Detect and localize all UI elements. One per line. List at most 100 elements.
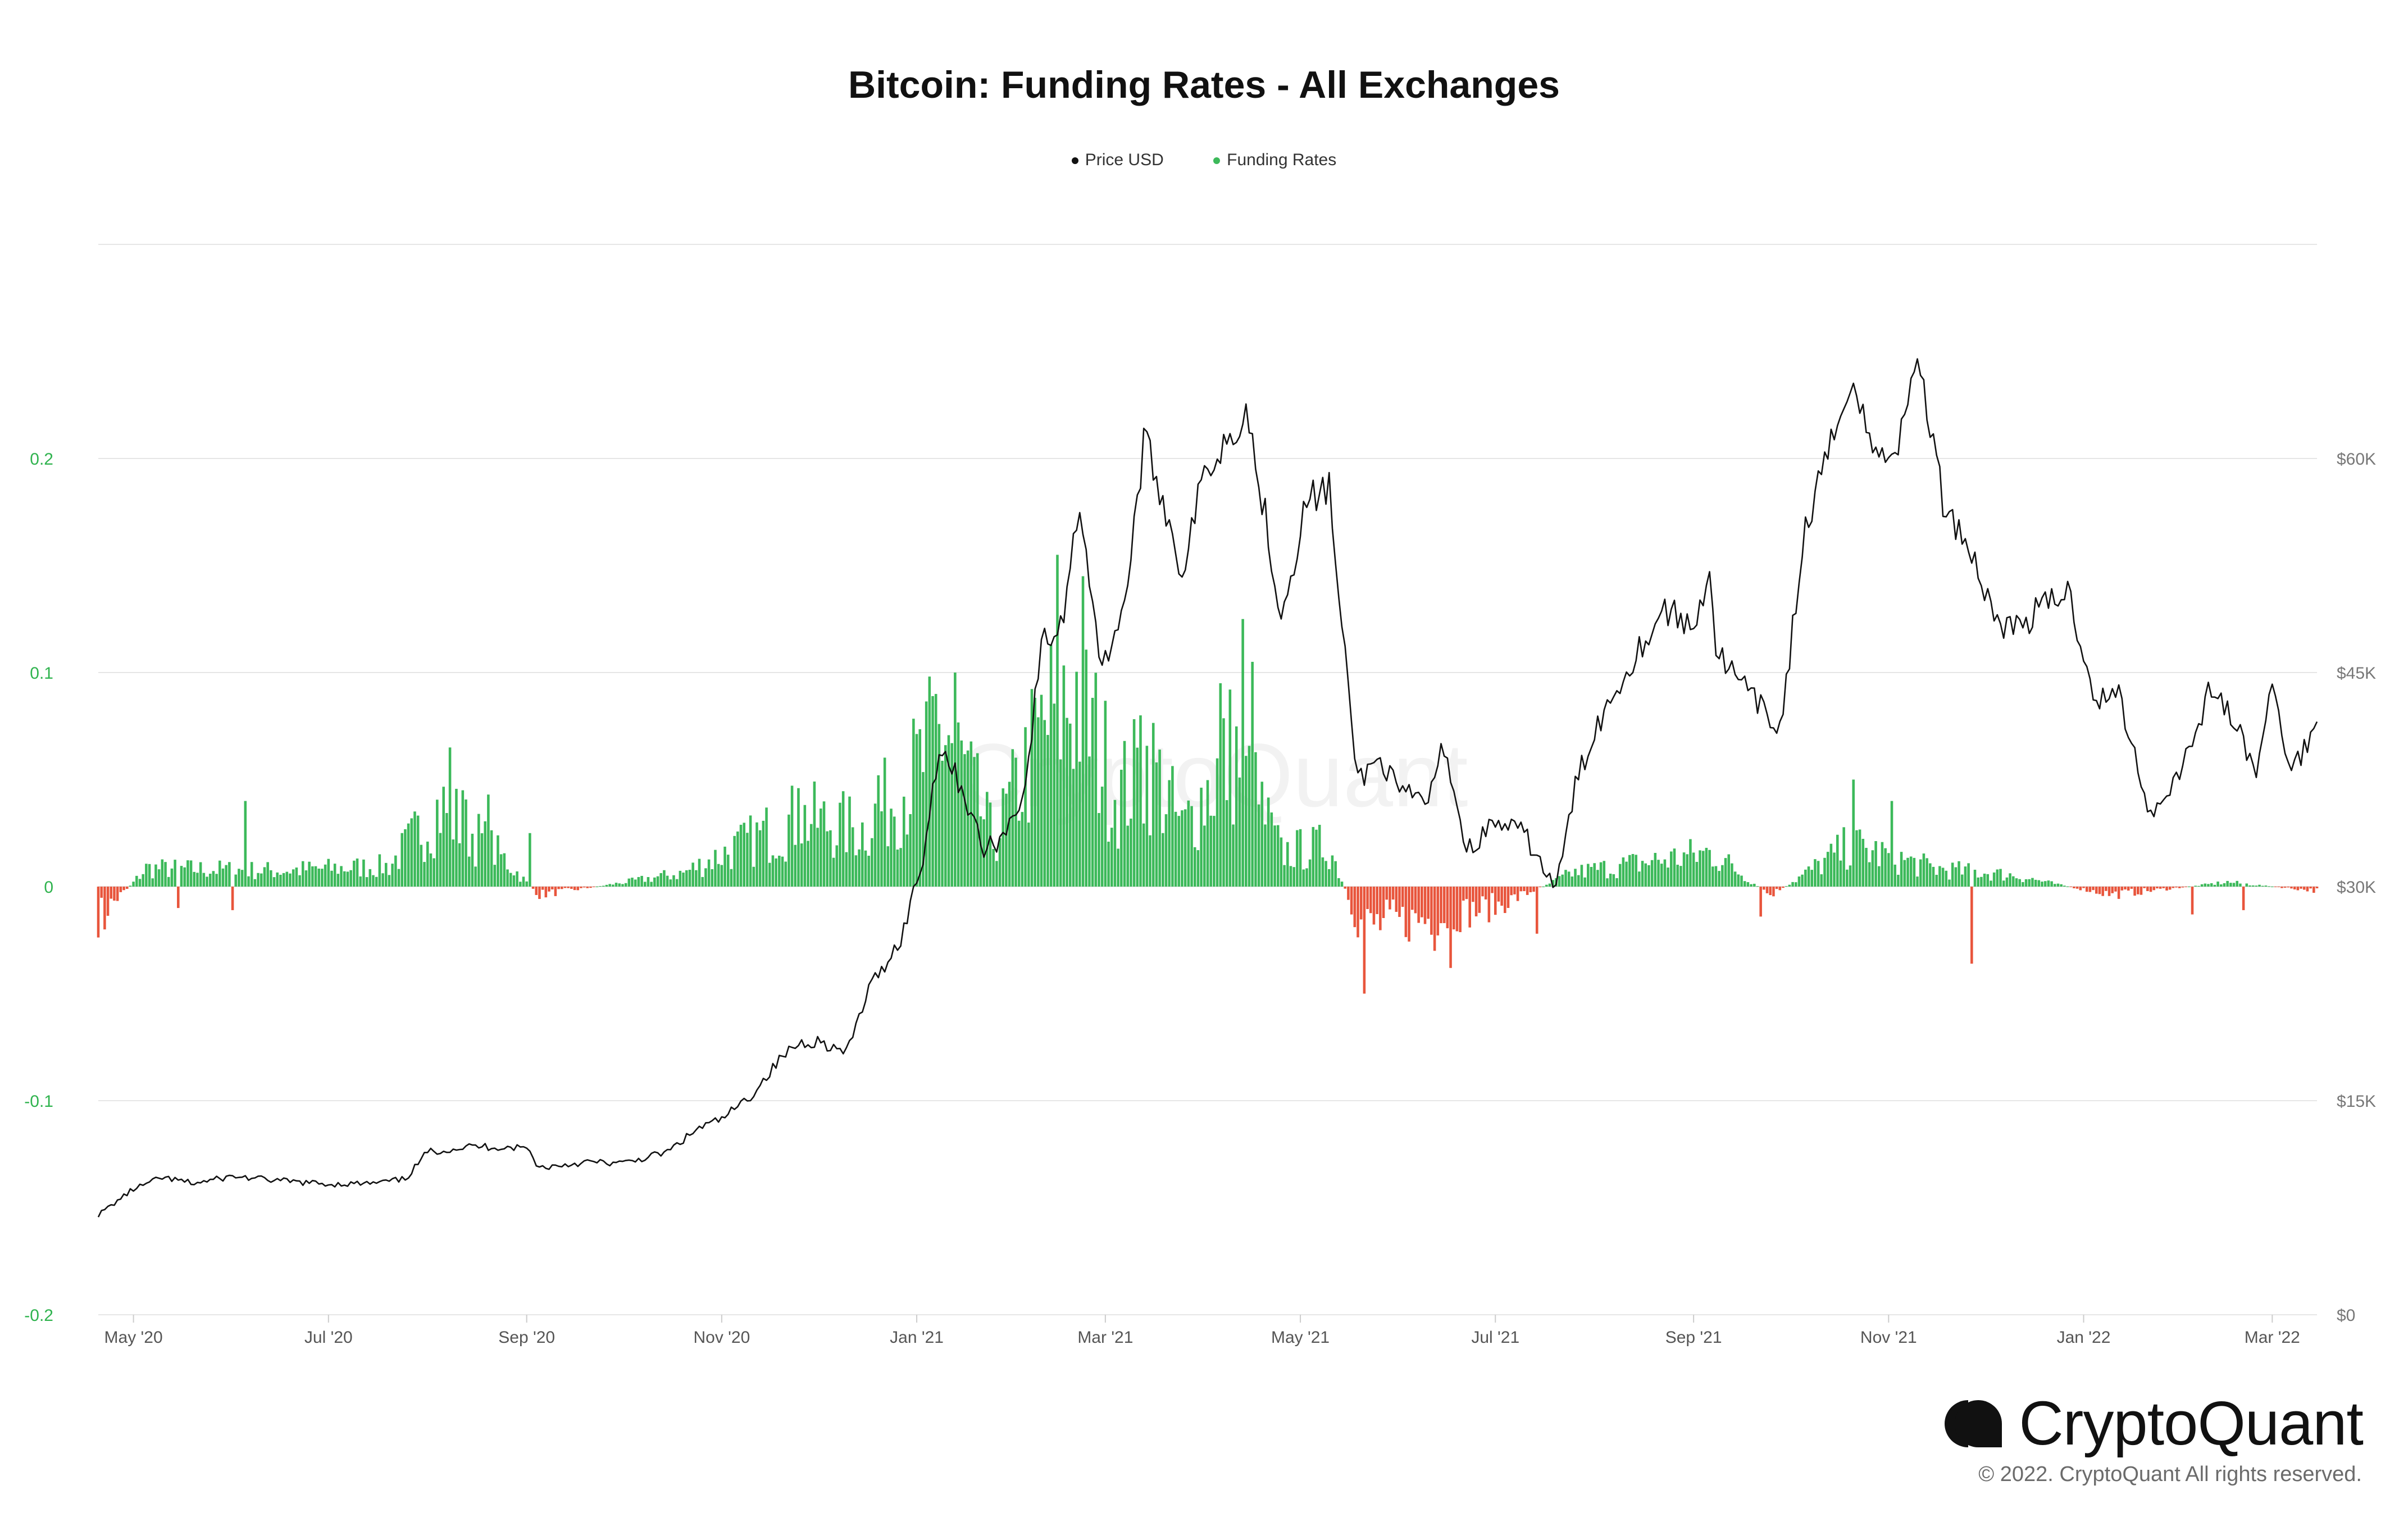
funding-rate-bar [883,757,886,887]
funding-rate-bar [2315,887,2319,889]
funding-rate-bar [1724,858,1727,887]
funding-rate-bar [247,876,250,887]
funding-rate-bar [1449,887,1452,968]
left-axis: 0.2 0.1 0 -0.1 -0.2 [24,450,53,1325]
funding-rate-bar [2114,887,2117,892]
funding-rate-bar [1529,887,1532,893]
funding-rate-bar [561,887,563,889]
funding-rate-bar [1484,887,1487,900]
funding-rate-bar [1347,887,1350,900]
funding-rate-bar [1037,717,1040,887]
funding-rate-bar [282,873,285,887]
funding-rate-bar [416,815,420,887]
funding-rate-bar [1280,837,1283,887]
funding-rate-bar [174,860,176,887]
funding-rate-bar [1193,847,1196,887]
funding-rate-bar [1868,862,1871,887]
legend-item-funding[interactable]: Funding Rates [1213,151,1336,170]
chart-title: Bitcoin: Funding Rates - All Exchanges [848,63,1560,106]
funding-rate-bar [1494,887,1497,915]
funding-rate-bar [605,884,608,887]
funding-rate-bar [1945,870,1948,887]
funding-rate-bar [1631,853,1635,887]
funding-rate-bar [1893,864,1896,887]
funding-rate-bar [1436,887,1440,935]
funding-rate-bar [1714,866,1718,887]
funding-rate-bar [877,775,880,887]
funding-rate-bar [982,819,985,887]
funding-rate-bar [512,875,516,887]
funding-rate-bar [1951,862,1954,887]
funding-rate-bar [2172,887,2175,888]
legend-dot-funding [1213,157,1221,165]
funding-rate-bar [529,833,531,887]
funding-rate-bar [244,801,247,887]
funding-rate-bar [1750,884,1752,887]
x-axis-tick-label: Nov '20 [693,1328,750,1347]
funding-rate-bar [1833,852,1836,887]
funding-rate-bar [979,816,982,887]
funding-rate-bar [2290,887,2293,889]
funding-rate-bar [1919,859,1922,887]
legend-item-price[interactable]: Price USD [1071,151,1164,170]
funding-rate-bar [2207,884,2210,887]
funding-rate-bar [180,866,183,887]
funding-rate-bar [1785,886,1788,887]
funding-rate-bar [580,887,582,888]
funding-rate-bar [1797,876,1801,887]
funding-rate-bar [1667,867,1669,887]
funding-rate-bar [100,887,103,898]
funding-rate-bar [2073,887,2075,888]
funding-rate-bar [1056,555,1059,887]
funding-rate-bar [317,868,320,887]
funding-rate-bar [1874,841,1877,887]
funding-rate-bar [1599,862,1603,887]
funding-rate-bar [2047,880,2050,887]
funding-rate-bar [340,866,343,887]
left-axis-tick-label: 0.2 [30,450,53,469]
funding-rate-bar [944,745,947,887]
funding-rate-bar [1216,758,1219,887]
funding-rate-bar [1404,887,1408,937]
funding-rate-bar [2127,887,2130,891]
funding-rate-bar [1098,813,1100,887]
funding-rate-bar [2283,887,2287,888]
funding-rate-bar [1877,866,1881,887]
funding-rate-bar [1692,852,1695,887]
funding-rate-bar [1043,720,1046,887]
funding-rate-bar [1558,876,1561,887]
funding-rate-bar [797,788,800,887]
funding-rate-bar [998,838,1002,887]
funding-rate-bar [525,881,528,887]
funding-rate-bar [467,856,471,887]
funding-rate-bar [2229,883,2232,887]
funding-rate-bar [170,868,174,887]
funding-rate-bar [196,873,199,887]
funding-rate-bar [1609,873,1612,887]
funding-rate-bar [1389,887,1391,910]
funding-rate-bar [1820,874,1823,887]
funding-rate-bar [2024,879,2028,887]
funding-rate-bar [1699,850,1701,887]
funding-rate-bar [1721,865,1724,887]
funding-rate-bar [640,875,643,887]
funding-rate-bar [445,813,448,887]
chart-legend[interactable]: Price USD Funding Rates [0,151,2408,170]
funding-rate-bar [2060,884,2063,887]
funding-rate-bar [1478,887,1481,913]
funding-rate-bar [2034,879,2037,887]
funding-rate-bar [861,822,864,887]
funding-rate-bar [295,867,298,887]
funding-rate-bar [2245,883,2248,887]
funding-rate-bar [154,864,157,887]
left-axis-tick-label: -0.2 [24,1306,53,1325]
funding-rate-bar [289,873,292,887]
funding-rate-bar [2191,887,2194,915]
funding-rate-bar [1270,812,1273,887]
funding-rate-bar [848,796,851,887]
funding-rate-bar [2300,887,2302,889]
right-axis-tick-label: $30K [2337,878,2376,897]
funding-rate-bar [1644,863,1647,887]
funding-rate-bar [634,879,637,887]
